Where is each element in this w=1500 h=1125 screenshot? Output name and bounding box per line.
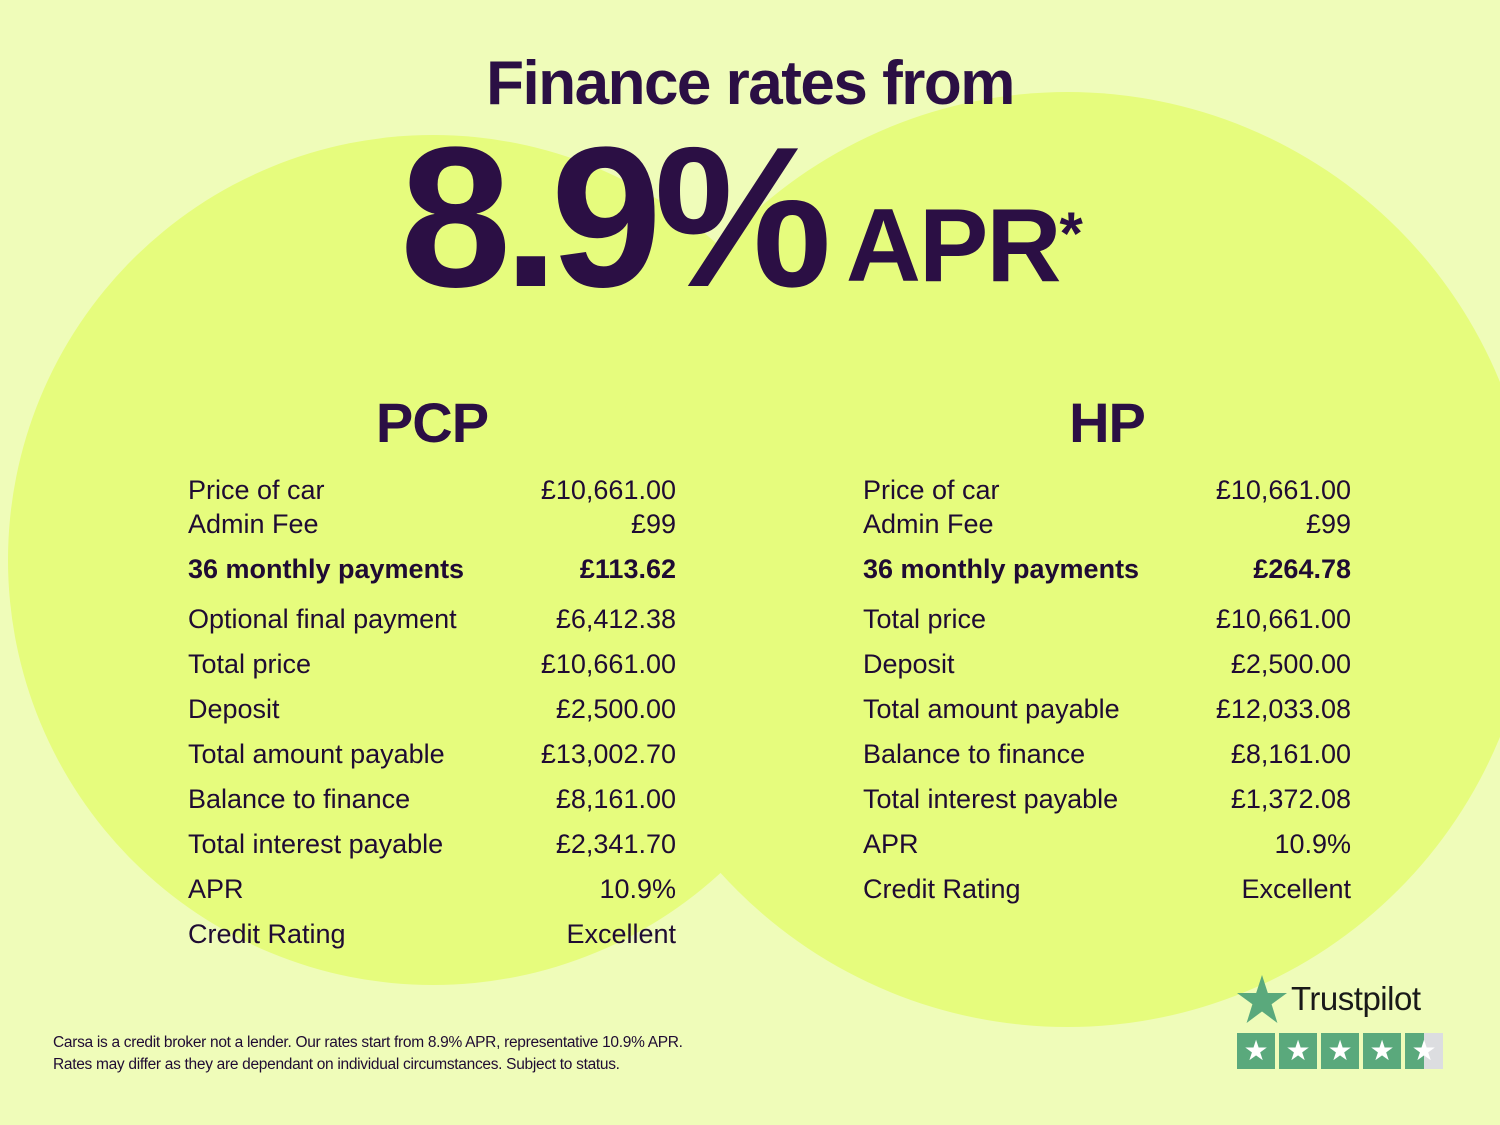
- rating-star-icon: ★: [1237, 1033, 1275, 1069]
- table-row: APR 10.9%: [188, 867, 676, 912]
- row-label: Total amount payable: [863, 694, 1120, 724]
- row-value: £10,661.00: [1215, 475, 1351, 505]
- table-row: Total amount payable £13,002.70: [188, 732, 676, 777]
- headline: Finance rates from: [486, 49, 1015, 118]
- disclaimer-line-1: Carsa is a credit broker not a lender. O…: [53, 1034, 683, 1051]
- table-row: Credit Rating Excellent: [863, 867, 1351, 912]
- row-label: 36 monthly payments: [863, 554, 1140, 584]
- trustpilot-logo-text: Trustpilot: [1291, 980, 1421, 1017]
- row-value: £2,500.00: [555, 694, 676, 724]
- trustpilot-badge: Trustpilot ★ ★ ★ ★ ★: [1237, 975, 1443, 1069]
- row-value: £2,500.00: [1230, 649, 1351, 679]
- star-icon: [1237, 975, 1287, 1023]
- table-row: Price of car £10,661.00: [863, 473, 1351, 507]
- pcp-table: PCP Price of car £10,661.00 Admin Fee £99 36…: [188, 390, 676, 957]
- table-row: Price of car £10,661.00: [188, 473, 676, 507]
- row-value: £1,372.08: [1230, 784, 1351, 814]
- row-value: £8,161.00: [1230, 739, 1351, 769]
- hp-heading: HP: [1069, 391, 1146, 454]
- row-value: £12,033.08: [1215, 694, 1351, 724]
- row-label: Admin Fee: [863, 509, 994, 539]
- row-label: Total price: [863, 604, 987, 634]
- table-row: Total amount payable £12,033.08: [863, 687, 1351, 732]
- table-row: Deposit £2,500.00: [863, 642, 1351, 687]
- row-value: £99: [1305, 509, 1351, 539]
- row-label: APR: [188, 874, 244, 904]
- row-value: £13,002.70: [540, 739, 676, 769]
- disclaimer-line-2: Rates may differ as they are dependant o…: [53, 1056, 620, 1073]
- row-label: 36 monthly payments: [188, 554, 465, 584]
- table-row: 36 monthly payments £264.78: [863, 541, 1351, 597]
- table-row: Total price £10,661.00: [863, 597, 1351, 642]
- rating-star-icon: ★: [1363, 1033, 1401, 1069]
- row-label: Balance to finance: [188, 784, 411, 814]
- background-circle-right: [600, 92, 1500, 1027]
- table-row: Balance to finance £8,161.00: [863, 732, 1351, 777]
- table-row: Admin Fee £99: [863, 507, 1351, 541]
- rate-display: 8.9% APR *: [400, 118, 1083, 318]
- apr-label: APR: [845, 188, 1062, 304]
- disclaimer: Carsa is a credit broker not a lender. O…: [53, 1032, 683, 1076]
- row-value: £113.62: [579, 554, 676, 584]
- row-label: Balance to finance: [863, 739, 1086, 769]
- row-value: £10,661.00: [540, 475, 676, 505]
- rate-value: 8.9%: [400, 106, 832, 329]
- row-label: Price of car: [863, 475, 1000, 505]
- rating-star-icon: ★: [1405, 1033, 1443, 1069]
- rating-star-icon: ★: [1321, 1033, 1359, 1069]
- row-value: 10.9%: [1274, 829, 1351, 859]
- row-label: Total price: [188, 649, 312, 679]
- table-row: Total interest payable £1,372.08: [863, 777, 1351, 822]
- row-value: £6,412.38: [555, 604, 676, 634]
- row-label: Optional final payment: [188, 604, 457, 634]
- row-label: Price of car: [188, 475, 325, 505]
- trustpilot-rating: ★ ★ ★ ★ ★: [1237, 1033, 1443, 1069]
- table-row: Admin Fee £99: [188, 507, 676, 541]
- row-value: £264.78: [1253, 554, 1351, 584]
- asterisk: *: [1059, 200, 1083, 267]
- row-label: Total amount payable: [188, 739, 445, 769]
- rating-star-icon: ★: [1279, 1033, 1317, 1069]
- row-value: £99: [630, 509, 676, 539]
- table-row: Deposit £2,500.00: [188, 687, 676, 732]
- row-label: Deposit: [863, 649, 955, 679]
- row-value: £2,341.70: [555, 829, 676, 859]
- row-value: £10,661.00: [1215, 604, 1351, 634]
- table-row: Balance to finance £8,161.00: [188, 777, 676, 822]
- row-value: 10.9%: [599, 874, 676, 904]
- table-row: Credit Rating Excellent: [188, 912, 676, 957]
- table-row: 36 monthly payments £113.62: [188, 541, 676, 597]
- row-label: Credit Rating: [863, 874, 1021, 904]
- row-label: APR: [863, 829, 919, 859]
- table-row: Optional final payment £6,412.38: [188, 597, 676, 642]
- pcp-heading: PCP: [375, 391, 489, 454]
- table-row: Total interest payable £2,341.70: [188, 822, 676, 867]
- row-value: Excellent: [1241, 874, 1351, 904]
- row-label: Admin Fee: [188, 509, 319, 539]
- table-row: APR 10.9%: [863, 822, 1351, 867]
- row-label: Deposit: [188, 694, 280, 724]
- row-label: Total interest payable: [188, 829, 444, 859]
- row-value: £8,161.00: [555, 784, 676, 814]
- hp-table: HP Price of car £10,661.00 Admin Fee £99 36 …: [863, 390, 1351, 912]
- row-label: Total interest payable: [863, 784, 1119, 814]
- row-value: £10,661.00: [540, 649, 676, 679]
- row-label: Credit Rating: [188, 919, 346, 949]
- row-value: Excellent: [566, 919, 676, 949]
- table-row: Total price £10,661.00: [188, 642, 676, 687]
